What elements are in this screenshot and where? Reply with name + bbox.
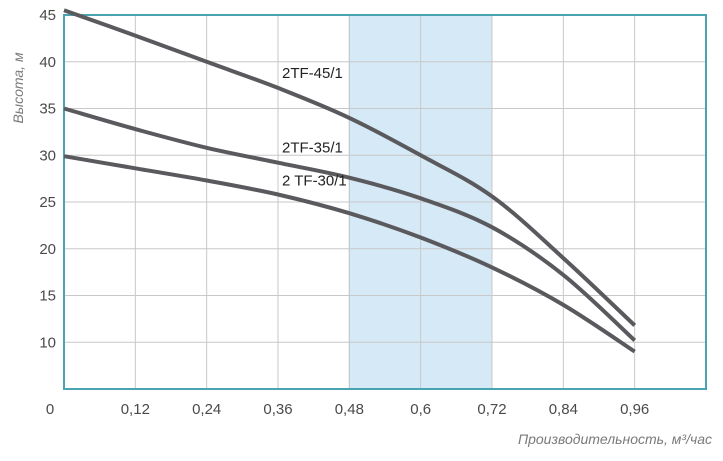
- y-tick-label: 10: [39, 334, 56, 351]
- x-axis-title: Производительность, м³/час: [518, 431, 712, 447]
- x-tick-label: 0,36: [263, 401, 292, 418]
- x-tick-label: 0,48: [335, 401, 364, 418]
- y-tick-label: 45: [39, 7, 56, 24]
- series-line-2: [63, 154, 636, 354]
- y-tick-label: 40: [39, 54, 56, 71]
- grid-layer: [64, 14, 706, 389]
- x-tick-label: 0,24: [192, 401, 221, 418]
- x-tick-label: 0,6: [410, 401, 431, 418]
- x-tick-labels: 0 0,12 0,24 0,36 0,48 0,6 0,72 0,84 0,96: [46, 401, 649, 418]
- y-tick-label: 30: [39, 147, 56, 164]
- x-tick-label: 0,12: [121, 401, 150, 418]
- series-line-1: [63, 106, 637, 342]
- y-tick-labels: 10 15 20 25 30 35 40 45: [39, 7, 56, 351]
- x-tick-label: 0,84: [549, 401, 578, 418]
- series-layer: [63, 8, 637, 354]
- y-axis-title: Высота, м: [10, 52, 26, 123]
- x-tick-label: 0: [46, 401, 54, 418]
- y-tick-label: 25: [39, 194, 56, 211]
- y-tick-label: 20: [39, 241, 56, 258]
- series-label-0: 2TF-45/1: [282, 65, 343, 82]
- series-label-2: 2 TF-30/1: [282, 173, 347, 190]
- y-tick-label: 35: [39, 101, 56, 118]
- series-line-0: [63, 8, 637, 327]
- series-label-layer: 2TF-45/1 2TF-35/1 2 TF-30/1: [282, 65, 347, 190]
- plot-frame: [63, 14, 707, 390]
- x-tick-label: 0,96: [620, 401, 649, 418]
- y-tick-label: 15: [39, 288, 56, 305]
- series-label-1: 2TF-35/1: [282, 140, 343, 157]
- x-tick-label: 0,72: [477, 401, 506, 418]
